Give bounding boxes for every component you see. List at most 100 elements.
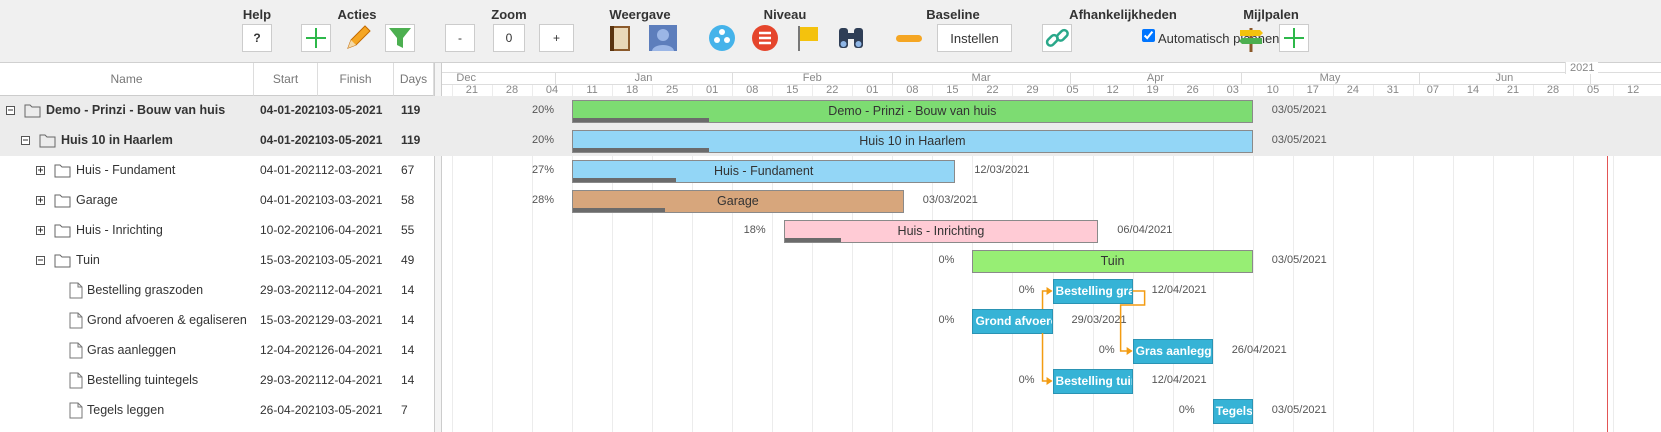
percent-label: 0% <box>1018 374 1035 386</box>
task-bar[interactable]: Demo - Prinzi - Bouw van huis <box>572 99 1253 123</box>
book-icon[interactable] <box>605 24 635 52</box>
task-days: 49 <box>401 253 415 267</box>
week-label: 28 <box>1546 84 1560 96</box>
zoom-in-button[interactable]: + <box>539 24 574 52</box>
task-bar[interactable]: Tegels leggen <box>1212 398 1253 424</box>
task-start: 04-01-2021 <box>260 133 322 147</box>
task-name[interactable]: Tuin <box>76 253 100 267</box>
task-start: 04-01-2021 <box>260 193 322 207</box>
document-icon <box>69 402 83 419</box>
end-date-label: 12/04/2021 <box>1151 374 1207 386</box>
task-start: 12-04-2021 <box>260 343 322 357</box>
task-days: 58 <box>401 193 415 207</box>
toggle-glyph <box>38 259 43 261</box>
folder-icon <box>24 104 41 118</box>
week-grid-line <box>1372 84 1374 432</box>
auto-plan-checkbox[interactable] <box>1142 29 1155 42</box>
month-label: Dec <box>456 72 476 84</box>
task-name[interactable]: Huis - Fundament <box>76 163 176 177</box>
group-label: Niveau <box>763 7 807 22</box>
splitter[interactable] <box>434 63 442 432</box>
milestone-icon[interactable] <box>1236 24 1266 52</box>
help-button[interactable]: ? <box>242 24 272 52</box>
task-bar[interactable]: Gras aanleggen <box>1132 338 1213 364</box>
task-bar[interactable]: Bestelling tuintegels <box>1052 368 1133 394</box>
group-label: Weergave <box>609 7 671 22</box>
column-header[interactable]: Start <box>254 63 318 96</box>
zoom-reset-button[interactable]: 0 <box>493 24 525 52</box>
week-grid-line <box>491 84 493 432</box>
end-date-label: 12/04/2021 <box>1151 284 1207 296</box>
week-grid-line <box>572 84 574 432</box>
task-bar[interactable]: Bestelling graszoden <box>1052 278 1133 304</box>
end-date-label: 06/04/2021 <box>1117 224 1173 236</box>
task-bar[interactable]: Garage <box>572 189 904 213</box>
task-finish: 12-04-2021 <box>321 373 383 387</box>
column-header[interactable]: Name <box>0 63 254 96</box>
month-separator <box>732 72 734 84</box>
week-grid-line <box>612 84 614 432</box>
week-grid-line <box>1252 84 1254 432</box>
folder-icon <box>54 194 71 208</box>
add-icon[interactable] <box>301 24 331 52</box>
task-finish: 06-04-2021 <box>321 223 383 237</box>
task-bar[interactable]: Huis - Fundament <box>572 159 956 183</box>
week-label: 03 <box>1226 84 1239 96</box>
task-name[interactable]: Huis 10 in Haarlem <box>61 133 173 147</box>
filter-icon[interactable] <box>385 24 415 52</box>
flag-icon[interactable] <box>793 24 823 52</box>
week-grid-line <box>732 84 734 432</box>
task-name[interactable]: Bestelling tuintegels <box>87 373 199 387</box>
column-header[interactable]: Days <box>394 63 434 96</box>
expand-level-icon[interactable] <box>707 24 737 52</box>
week-label: 14 <box>1466 84 1480 96</box>
binoculars-icon[interactable] <box>836 24 866 52</box>
task-bar[interactable]: Huis - Inrichting <box>783 219 1099 243</box>
task-name[interactable]: Bestelling graszoden <box>87 283 204 297</box>
collapse-level-icon[interactable] <box>750 24 780 52</box>
percent-label: 18% <box>743 224 766 236</box>
task-name[interactable]: Demo - Prinzi - Bouw van huis <box>46 103 226 117</box>
task-name[interactable]: Tegels leggen <box>87 403 165 417</box>
edit-icon[interactable] <box>342 24 372 52</box>
task-days: 14 <box>401 373 415 387</box>
task-bar[interactable]: Tuin <box>972 249 1253 273</box>
today-line <box>1607 96 1609 432</box>
baseline-icon[interactable] <box>894 24 924 52</box>
month-label: Mar <box>971 72 991 84</box>
week-grid-line <box>892 84 894 432</box>
task-bar[interactable]: Huis 10 in Haarlem <box>572 129 1253 153</box>
user-icon[interactable] <box>648 24 678 52</box>
link-icon[interactable] <box>1042 24 1072 52</box>
folder-icon <box>39 134 56 148</box>
week-label: 15 <box>946 84 959 96</box>
task-name[interactable]: Garage <box>76 193 118 207</box>
task-bar[interactable]: Grond afvoeren & egaliseren <box>972 308 1053 334</box>
week-label: 07 <box>1426 84 1440 96</box>
week-label: 08 <box>746 84 759 96</box>
bar-label: Tuin <box>1100 254 1125 268</box>
task-finish: 26-04-2021 <box>321 343 383 357</box>
week-grid-line <box>812 84 814 432</box>
task-name[interactable]: Huis - Inrichting <box>76 223 163 237</box>
task-days: 7 <box>401 403 408 417</box>
baseline-button[interactable]: Instellen <box>937 24 1012 52</box>
task-finish: 03-05-2021 <box>321 103 383 117</box>
end-date-label: 26/04/2021 <box>1231 344 1287 356</box>
percent-label: 28% <box>532 194 555 206</box>
task-days: 67 <box>401 163 415 177</box>
week-label: 01 <box>706 84 719 96</box>
zoom-out-button[interactable]: - <box>445 24 475 52</box>
week-label: 28 <box>505 84 519 96</box>
task-name[interactable]: Grond afvoeren & egaliseren <box>87 313 247 327</box>
week-grid-line <box>652 84 654 432</box>
percent-label: 0% <box>1018 284 1035 296</box>
task-name[interactable]: Gras aanleggen <box>87 343 176 357</box>
column-header[interactable]: Finish <box>318 63 394 96</box>
group-label: Acties <box>337 7 377 22</box>
task-finish: 03-05-2021 <box>321 403 383 417</box>
toggle-glyph <box>38 167 43 173</box>
add-milestone-icon[interactable] <box>1279 24 1309 52</box>
